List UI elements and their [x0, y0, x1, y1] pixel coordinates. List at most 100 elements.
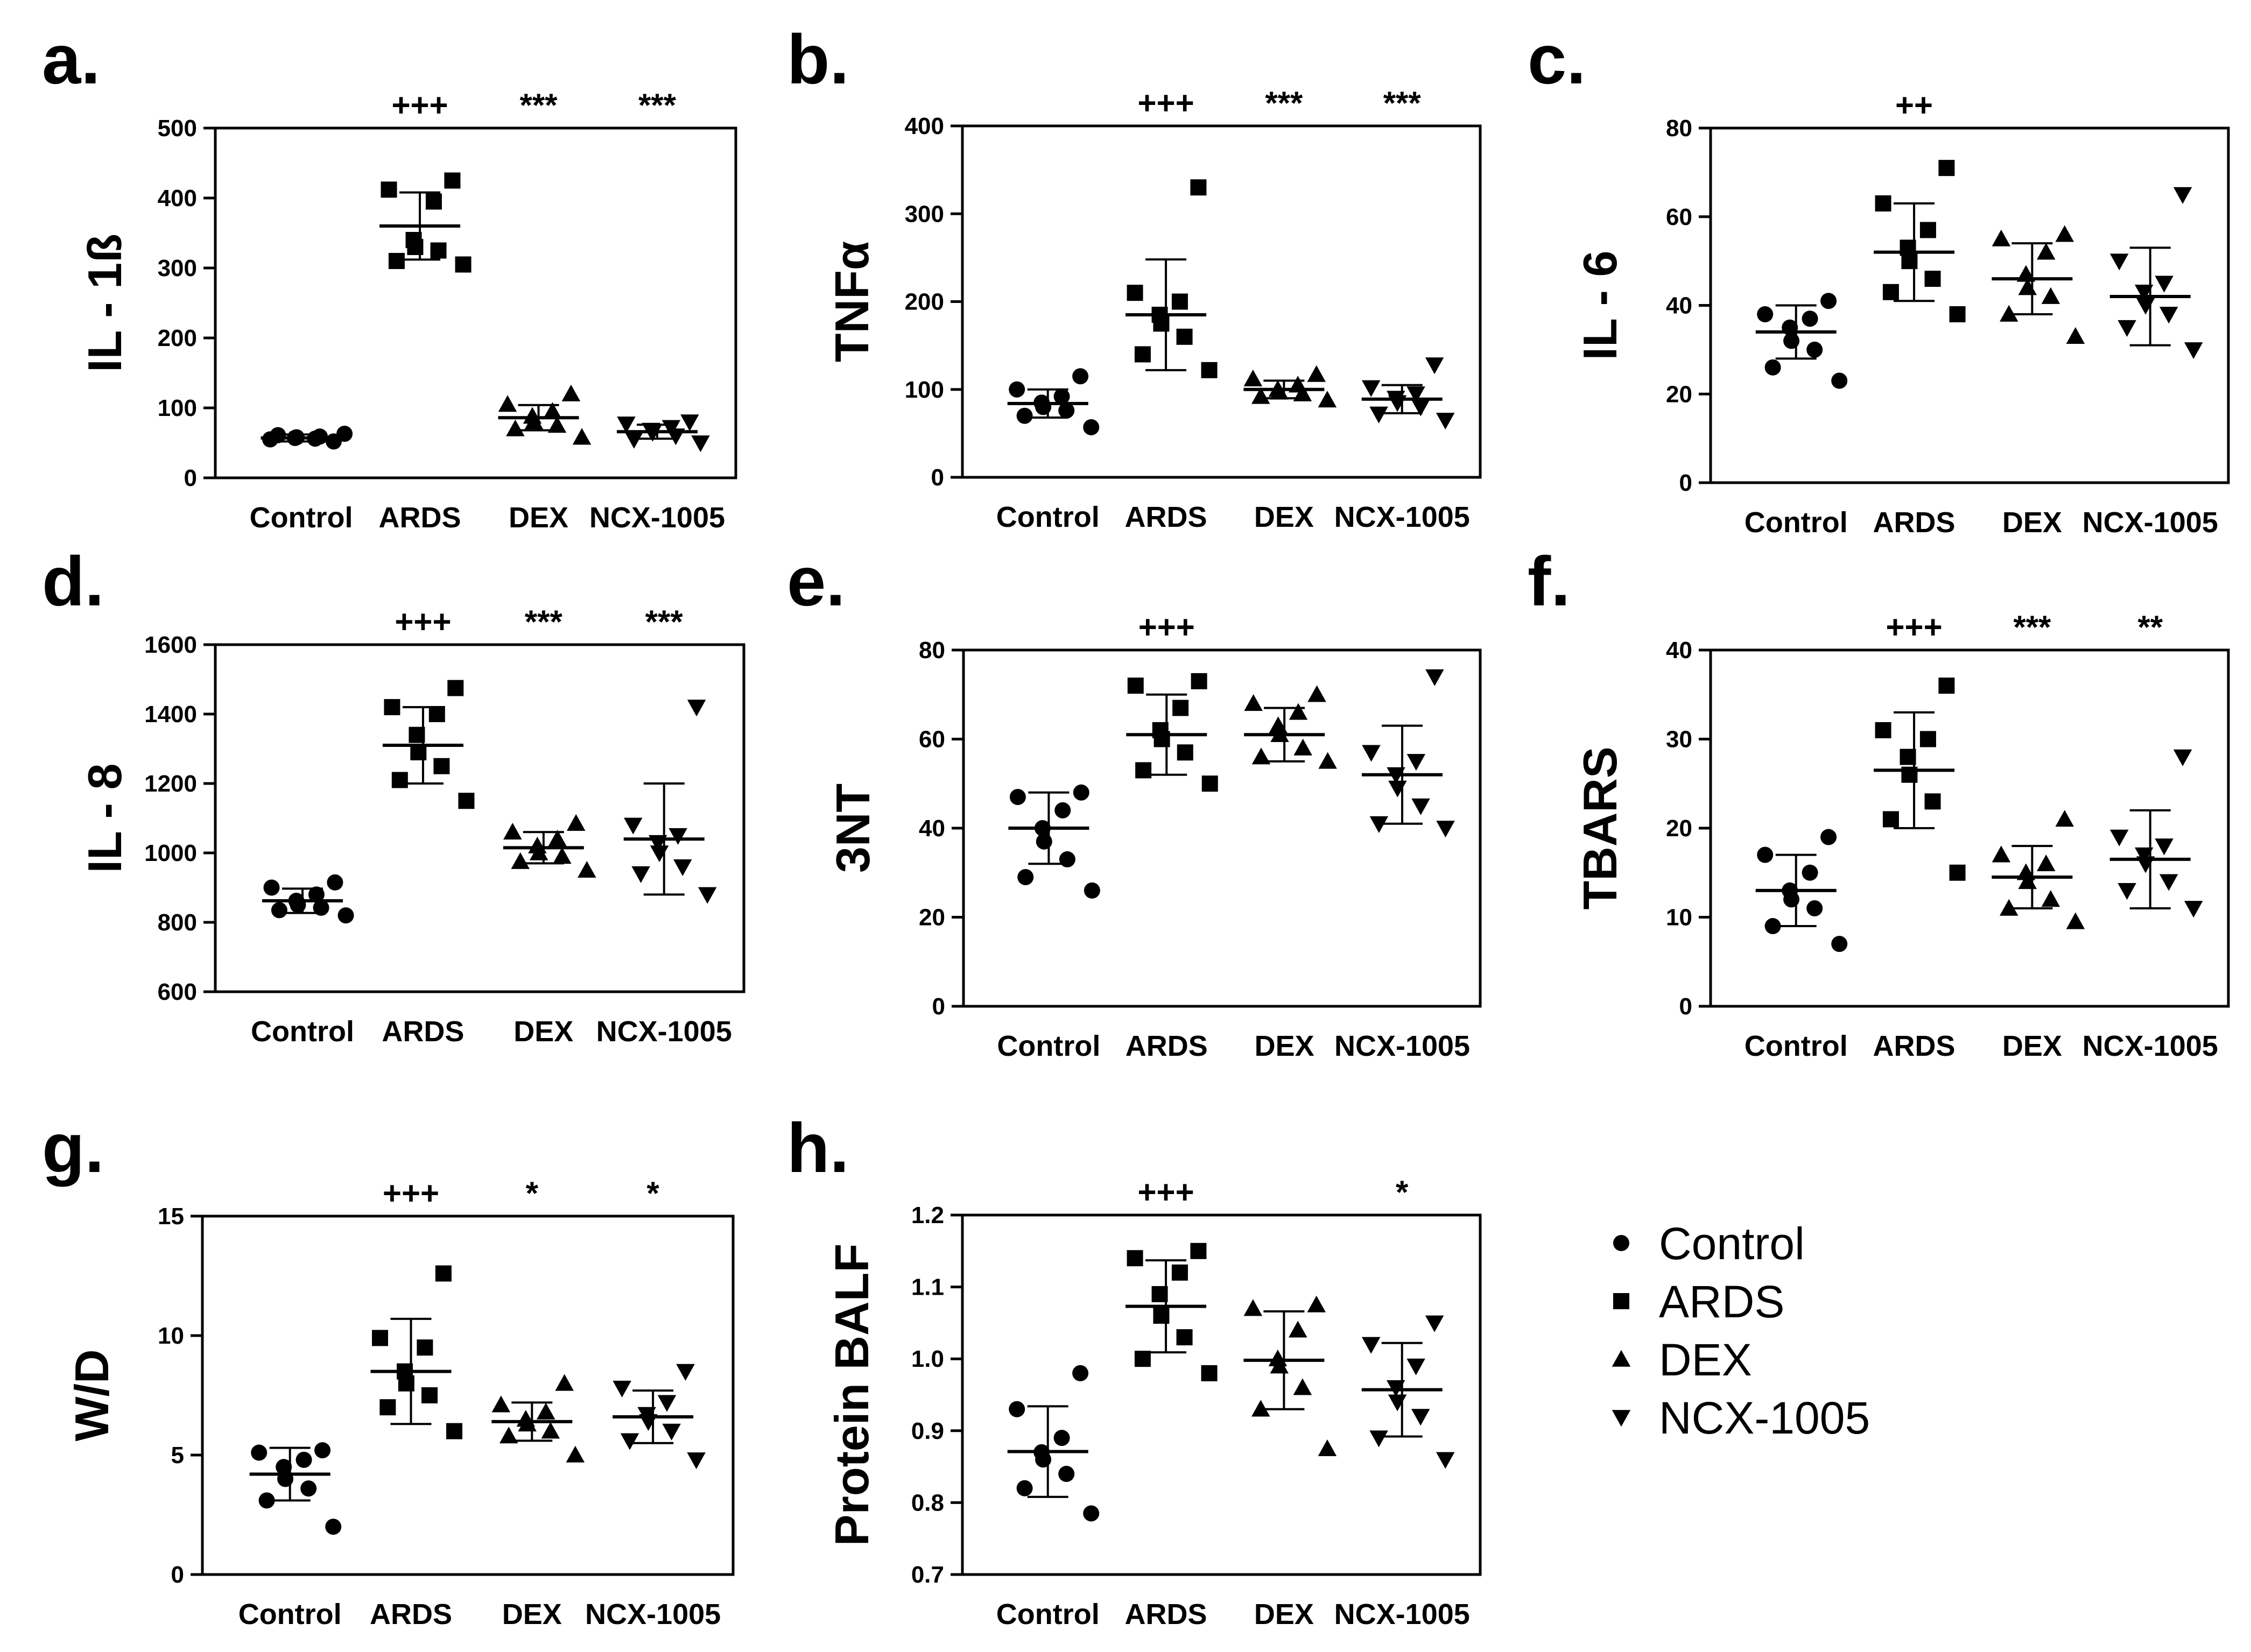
- x-category-label: NCX-1005: [2083, 506, 2218, 539]
- data-point: [371, 1330, 388, 1346]
- x-category-label: DEX: [1254, 1598, 1314, 1630]
- data-point: [1083, 419, 1100, 435]
- y-tick-label: 1.0: [911, 1346, 944, 1372]
- data-point: [458, 793, 475, 809]
- panel-1: a. 0 100 200 300 400 500 IL - 1ß Control ARDS +++ D…: [42, 20, 737, 534]
- y-tick-label: 0: [184, 465, 197, 491]
- data-point: [617, 416, 636, 434]
- data-point: [624, 432, 644, 449]
- y-axis-label: Protein BALF: [825, 1244, 878, 1546]
- data-point: [435, 1265, 452, 1282]
- legend-marker: [1613, 1235, 1629, 1251]
- x-category-label: DEX: [2002, 1030, 2062, 1062]
- data-point: [1938, 160, 1955, 177]
- y-tick-label: 300: [905, 201, 944, 227]
- y-tick-label: 0: [171, 1562, 184, 1588]
- x-category-label: DEX: [502, 1598, 562, 1630]
- legend-label: Control: [1659, 1218, 1805, 1269]
- plot-frame: [961, 124, 1482, 479]
- data-point: [1058, 402, 1075, 419]
- data-point: [1436, 821, 1455, 838]
- data-point: [1924, 793, 1941, 810]
- x-category-label: NCX-1005: [1334, 1030, 1470, 1062]
- data-point: [543, 402, 562, 419]
- data-point: [1009, 789, 1026, 806]
- panel-letter: e.: [787, 542, 845, 620]
- data-point: [1127, 285, 1143, 301]
- x-category-label: NCX-1005: [585, 1598, 721, 1630]
- data-point: [2173, 187, 2192, 204]
- data-point: [1171, 1264, 1188, 1281]
- data-point: [1425, 669, 1444, 686]
- y-tick-label: 400: [158, 185, 197, 211]
- data-point: [1177, 744, 1193, 761]
- data-point: [2184, 901, 2203, 918]
- data-point: [1318, 1439, 1337, 1456]
- significance-label: ***: [638, 87, 677, 123]
- data-point: [566, 814, 586, 831]
- data-point: [327, 874, 343, 891]
- data-point: [1919, 731, 1936, 747]
- data-point: [1190, 1242, 1207, 1259]
- data-point: [1820, 293, 1837, 309]
- data-point: [503, 823, 522, 840]
- data-point: [1764, 359, 1781, 376]
- data-point: [1176, 1329, 1193, 1346]
- data-point: [1054, 802, 1071, 818]
- data-point: [1388, 780, 1407, 797]
- x-category-label: ARDS: [1125, 1598, 1207, 1630]
- panel-8: h. 0.7 0.8 0.9 1.0 1.1 1.2 Protein BALF Control A…: [787, 1109, 1482, 1630]
- significance-label: +++: [395, 604, 451, 640]
- data-point: [1016, 1480, 1033, 1496]
- data-point: [433, 758, 450, 774]
- data-point: [1806, 900, 1823, 916]
- x-category-label: Control: [251, 1015, 354, 1048]
- data-point: [1083, 1505, 1100, 1522]
- data-point: [2134, 284, 2154, 302]
- data-point: [2041, 890, 2060, 907]
- significance-label: ***: [1265, 85, 1303, 121]
- data-point: [1134, 1351, 1151, 1367]
- data-point: [1201, 1365, 1218, 1381]
- data-point: [1009, 381, 1025, 398]
- data-point: [2000, 305, 2018, 322]
- data-point: [1191, 673, 1207, 689]
- data-point: [381, 181, 397, 198]
- data-point: [1362, 745, 1381, 762]
- data-point: [1318, 391, 1337, 408]
- significance-label: +++: [383, 1175, 439, 1211]
- data-point: [258, 1492, 275, 1509]
- panel-letter: c.: [1528, 20, 1586, 98]
- y-tick-label: 80: [919, 637, 945, 663]
- x-category-label: Control: [1744, 1030, 1848, 1062]
- legend-marker: [1612, 1350, 1631, 1367]
- data-point: [1190, 179, 1207, 196]
- data-point: [631, 866, 650, 883]
- plot-frame: [214, 126, 737, 479]
- significance-label: +++: [1886, 609, 1943, 645]
- x-category-label: NCX-1005: [1334, 1598, 1470, 1630]
- significance-label: +++: [1138, 85, 1194, 121]
- data-point: [1820, 829, 1837, 845]
- y-tick-label: 0.8: [911, 1489, 944, 1516]
- data-point: [1243, 369, 1263, 386]
- data-point: [1293, 384, 1312, 401]
- data-point: [511, 852, 530, 869]
- data-point: [428, 706, 445, 722]
- y-tick-label: 80: [1666, 115, 1692, 142]
- significance-label: ***: [645, 604, 684, 640]
- y-axis-label: 3NT: [826, 783, 880, 873]
- data-point: [1882, 284, 1899, 300]
- y-tick-label: 5: [171, 1442, 184, 1469]
- data-point: [1084, 882, 1100, 899]
- data-point: [2109, 829, 2129, 846]
- data-point: [1172, 700, 1189, 716]
- plot-frame: [201, 1215, 735, 1576]
- data-point: [1293, 738, 1312, 756]
- y-tick-label: 1200: [144, 771, 197, 797]
- data-point: [1059, 851, 1075, 867]
- y-tick-label: 60: [919, 726, 945, 753]
- data-point: [1831, 936, 1848, 952]
- y-tick-label: 800: [158, 909, 197, 936]
